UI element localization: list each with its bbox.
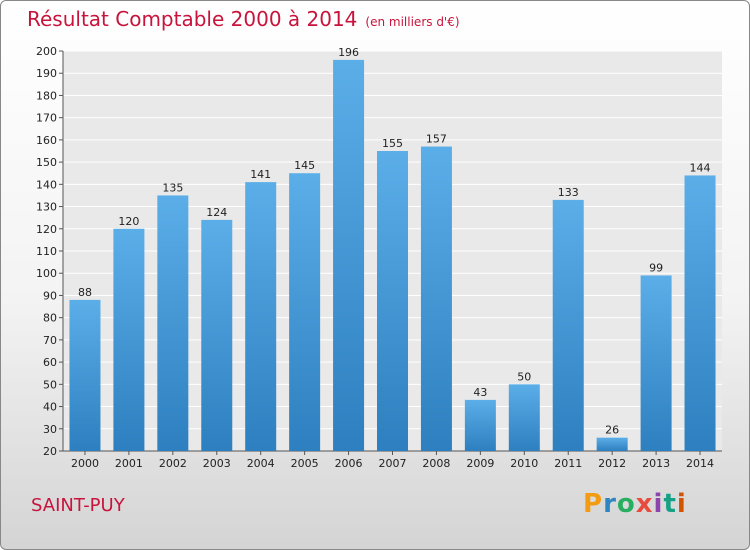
x-tick-label: 2005	[291, 457, 319, 470]
y-tick-label: 120	[36, 223, 57, 236]
brand-letter: x	[635, 489, 654, 519]
x-tick-label: 2012	[598, 457, 626, 470]
x-tick-label: 2010	[510, 457, 538, 470]
x-tick-label: 2013	[642, 457, 670, 470]
y-tick-label: 20	[43, 445, 57, 458]
bar	[596, 437, 628, 451]
bar	[69, 299, 101, 451]
y-tick-label: 180	[36, 89, 57, 102]
x-tick-label: 2008	[422, 457, 450, 470]
data-label: 157	[426, 133, 447, 146]
brand-letter: o	[616, 489, 636, 519]
x-tick-label: 2000	[71, 457, 99, 470]
title-text: Résultat Comptable 2000 à 2014	[27, 7, 358, 31]
data-label: 43	[473, 386, 487, 399]
brand-letter: t	[663, 489, 677, 519]
y-tick-label: 30	[43, 423, 57, 436]
x-tick-label: 2009	[466, 457, 494, 470]
x-tick-label: 2011	[554, 457, 582, 470]
bar	[420, 146, 452, 452]
x-tick-label: 2007	[379, 457, 407, 470]
data-label: 120	[118, 215, 139, 228]
y-tick-label: 100	[36, 267, 57, 280]
data-label: 135	[162, 181, 183, 194]
data-label: 88	[78, 286, 92, 299]
brand-letter: r	[603, 489, 617, 519]
city-name: SAINT-PUY	[31, 495, 125, 516]
y-tick-label: 50	[43, 378, 57, 391]
y-tick-label: 130	[36, 201, 57, 214]
bar	[289, 173, 321, 451]
proxiti-logo[interactable]: Proxiti	[583, 489, 687, 519]
chart-title: Résultat Comptable 2000 à 2014 (en millie…	[27, 7, 460, 31]
bar	[508, 384, 540, 451]
bar	[201, 219, 233, 451]
data-label: 99	[649, 261, 663, 274]
y-tick-label: 140	[36, 178, 57, 191]
x-tick-label: 2001	[115, 457, 143, 470]
data-label: 26	[605, 424, 619, 437]
chart-subtitle: (en milliers d'€)	[365, 15, 460, 29]
data-label: 124	[206, 206, 227, 219]
y-tick-label: 190	[36, 67, 57, 80]
x-tick-label: 2002	[159, 457, 187, 470]
y-tick-label: 60	[43, 356, 57, 369]
brand-letter: i	[653, 489, 664, 519]
bar	[640, 275, 672, 451]
y-tick-label: 90	[43, 289, 57, 302]
data-label: 141	[250, 168, 271, 181]
bar	[552, 199, 584, 451]
y-tick-label: 110	[36, 245, 57, 258]
y-tick-label: 170	[36, 112, 57, 125]
y-tick-label: 70	[43, 334, 57, 347]
y-tick-label: 80	[43, 312, 57, 325]
x-tick-label: 2004	[247, 457, 275, 470]
data-label: 155	[382, 137, 403, 150]
y-tick-label: 40	[43, 401, 57, 414]
data-label: 196	[338, 46, 359, 59]
data-label: 145	[294, 159, 315, 172]
bar	[333, 59, 365, 452]
data-label: 50	[517, 370, 531, 383]
y-tick-label: 160	[36, 134, 57, 147]
bar	[377, 151, 408, 451]
y-tick-label: 150	[36, 156, 57, 169]
bar	[113, 228, 145, 451]
bar	[245, 182, 277, 451]
x-tick-label: 2006	[335, 457, 363, 470]
x-tick-label: 2014	[686, 457, 714, 470]
bar	[464, 399, 496, 451]
brand-letter: i	[676, 489, 687, 519]
data-label: 133	[558, 186, 579, 199]
bar	[157, 195, 189, 451]
x-tick-label: 2003	[203, 457, 231, 470]
y-tick-label: 200	[36, 45, 57, 58]
bar	[684, 175, 716, 451]
brand-letter: P	[583, 489, 604, 519]
data-label: 144	[690, 161, 711, 174]
